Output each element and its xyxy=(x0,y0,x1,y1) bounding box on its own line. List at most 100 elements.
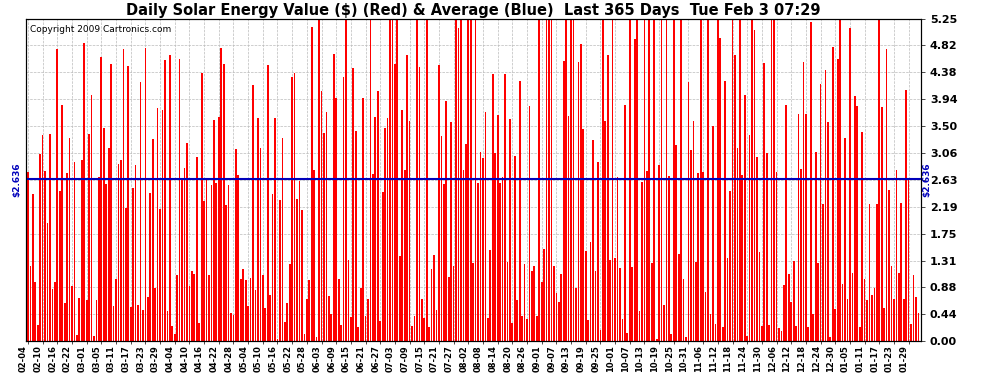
Bar xyxy=(40,154,41,341)
Bar xyxy=(230,313,232,341)
Bar xyxy=(184,168,185,341)
Bar xyxy=(832,47,834,341)
Bar xyxy=(271,194,273,341)
Bar xyxy=(655,339,657,341)
Bar xyxy=(896,170,897,341)
Bar xyxy=(751,19,753,341)
Bar xyxy=(670,334,672,341)
Bar xyxy=(457,28,459,341)
Bar xyxy=(216,183,217,341)
Bar xyxy=(805,114,807,341)
Bar xyxy=(252,85,253,341)
Bar xyxy=(918,312,920,341)
Bar xyxy=(128,66,129,341)
Bar xyxy=(753,30,755,341)
Bar xyxy=(249,278,251,341)
Bar xyxy=(617,177,619,341)
Bar xyxy=(203,201,205,341)
Bar xyxy=(73,162,75,341)
Bar xyxy=(145,48,147,341)
Bar xyxy=(863,279,865,341)
Bar xyxy=(639,311,641,341)
Bar xyxy=(739,19,741,341)
Bar xyxy=(793,261,795,341)
Bar xyxy=(274,118,276,341)
Bar xyxy=(309,280,310,341)
Bar xyxy=(54,282,55,341)
Bar xyxy=(612,19,614,341)
Bar xyxy=(306,299,308,341)
Bar xyxy=(876,204,878,341)
Bar xyxy=(648,19,650,341)
Bar xyxy=(321,91,323,341)
Bar xyxy=(743,95,745,341)
Bar xyxy=(452,266,454,341)
Bar xyxy=(642,182,643,341)
Bar xyxy=(849,28,850,341)
Bar xyxy=(822,204,824,341)
Bar xyxy=(766,153,767,341)
Bar xyxy=(397,19,398,341)
Bar xyxy=(854,96,855,341)
Bar xyxy=(311,27,313,341)
Bar xyxy=(431,269,433,341)
Bar xyxy=(350,317,351,341)
Bar xyxy=(494,153,496,341)
Bar xyxy=(267,64,268,341)
Bar xyxy=(123,49,124,341)
Bar xyxy=(908,178,910,341)
Bar xyxy=(138,304,139,341)
Bar xyxy=(529,106,531,341)
Bar xyxy=(536,316,538,341)
Bar xyxy=(78,298,80,341)
Bar xyxy=(534,266,536,341)
Bar xyxy=(93,336,95,341)
Bar xyxy=(115,279,117,341)
Bar xyxy=(147,297,148,341)
Bar xyxy=(294,73,295,341)
Bar xyxy=(725,81,726,341)
Bar xyxy=(401,110,403,341)
Bar xyxy=(394,64,396,341)
Bar xyxy=(333,54,335,341)
Bar xyxy=(710,314,712,341)
Bar xyxy=(673,19,674,341)
Bar xyxy=(851,273,853,341)
Bar xyxy=(154,288,156,341)
Bar xyxy=(66,173,68,341)
Bar xyxy=(30,267,32,341)
Bar xyxy=(326,112,328,341)
Bar xyxy=(176,275,178,341)
Bar xyxy=(663,305,665,341)
Bar xyxy=(179,59,180,341)
Bar xyxy=(771,19,772,341)
Bar xyxy=(352,68,354,341)
Bar xyxy=(151,140,153,341)
Bar xyxy=(455,19,457,341)
Bar xyxy=(68,138,70,341)
Bar xyxy=(658,165,660,341)
Bar xyxy=(436,310,438,341)
Bar xyxy=(783,285,785,341)
Bar xyxy=(830,338,832,341)
Bar xyxy=(898,273,900,341)
Bar xyxy=(45,171,46,341)
Bar xyxy=(680,19,682,341)
Bar xyxy=(181,178,183,341)
Bar xyxy=(143,310,144,341)
Bar xyxy=(886,49,887,341)
Bar xyxy=(519,81,521,341)
Bar xyxy=(211,185,212,341)
Bar xyxy=(379,321,381,341)
Bar xyxy=(810,22,812,341)
Bar xyxy=(206,180,207,341)
Bar xyxy=(193,274,195,341)
Bar xyxy=(746,336,748,341)
Bar xyxy=(110,64,112,341)
Bar xyxy=(840,19,841,341)
Bar xyxy=(164,60,165,341)
Bar xyxy=(577,62,579,341)
Bar xyxy=(644,19,645,341)
Bar xyxy=(113,306,115,341)
Bar xyxy=(108,148,110,341)
